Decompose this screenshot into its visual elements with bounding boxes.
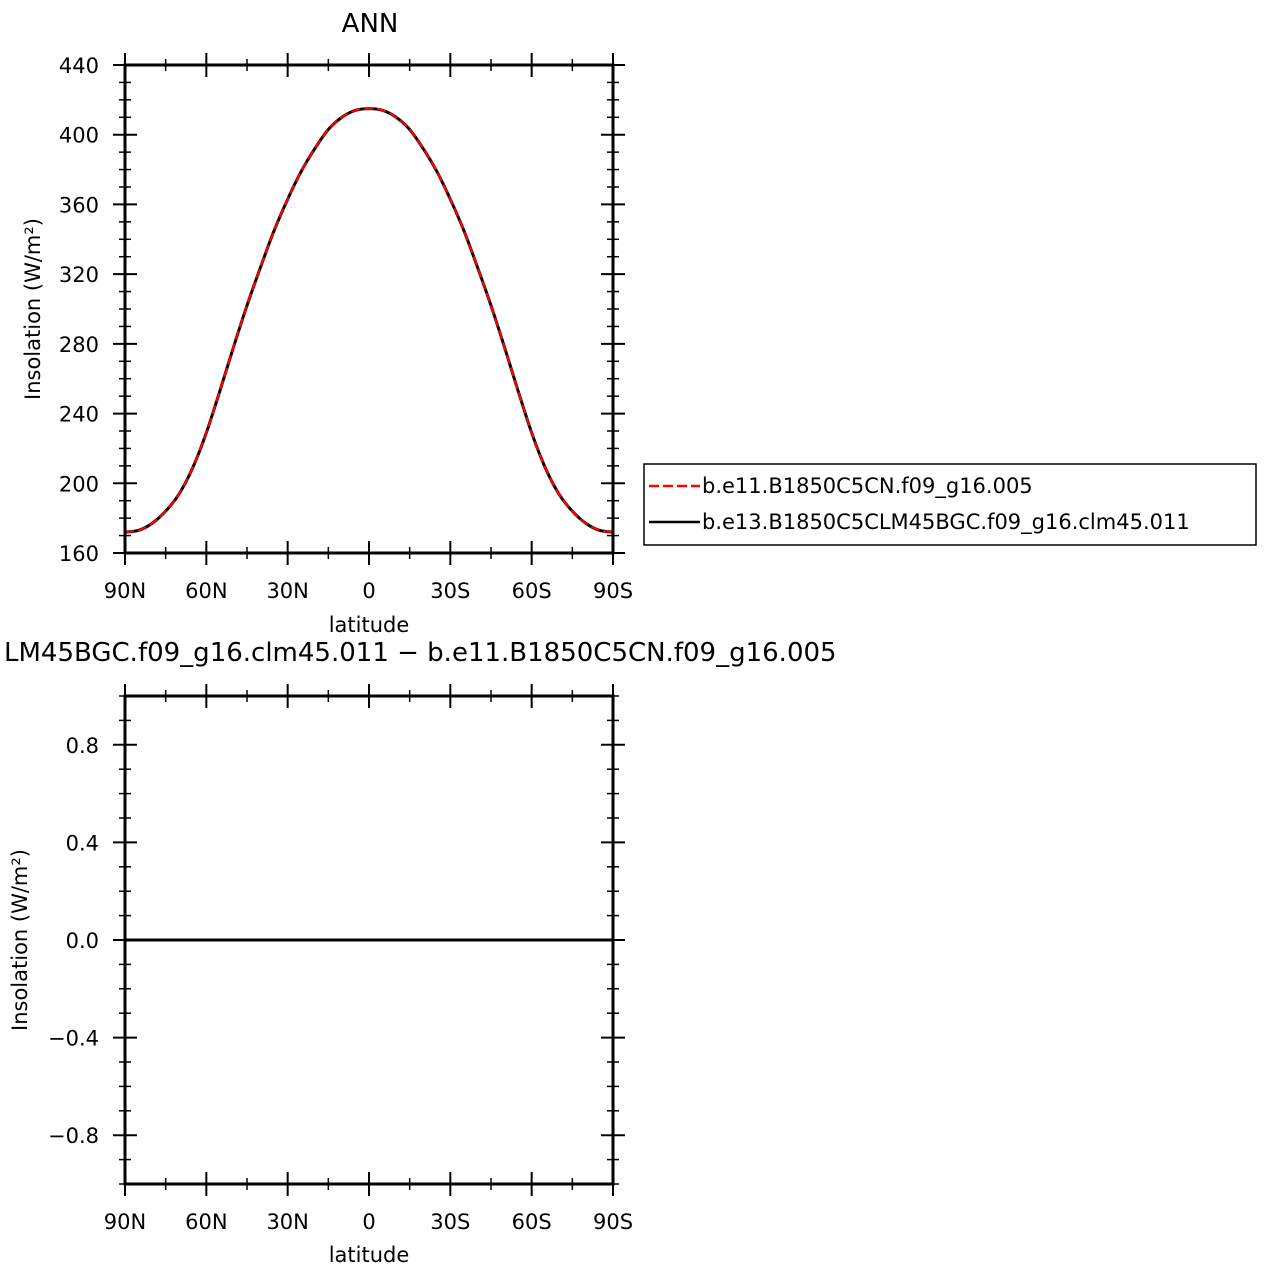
bottom-x-tick-label: 30N	[266, 1210, 308, 1234]
bottom-panel: LM45BGC.f09_g16.clm45.011 − b.e11.B1850C…	[4, 638, 837, 1267]
bottom-chart-title: LM45BGC.f09_g16.clm45.011 − b.e11.B1850C…	[4, 638, 837, 668]
bottom-x-tick-label: 0	[362, 1210, 375, 1234]
top-x-tick-label: 60S	[512, 579, 552, 603]
top-panel: ANN 90N 60N 30N 0 30S 60S 90S 160 200 240 280 320 36…	[21, 9, 1257, 637]
bottom-y-tick-label: 0.4	[66, 831, 99, 855]
top-series-line-1	[124, 107, 614, 534]
top-chart-title: ANN	[342, 9, 399, 39]
top-x-tick-label: 90S	[593, 579, 633, 603]
bottom-x-tick-label: 60N	[185, 1210, 227, 1234]
top-y-tick-label: 400	[59, 124, 99, 148]
top-y-tick-label: 360	[59, 193, 99, 217]
top-y-tick-label: 320	[59, 263, 99, 287]
top-y-tick-label: 200	[59, 472, 99, 496]
top-axis-ticks	[113, 53, 625, 565]
bottom-x-tick-label: 90S	[593, 1210, 633, 1234]
bottom-x-tick-label: 60S	[512, 1210, 552, 1234]
legend-label-series-2: b.e13.B1850C5CLM45BGC.f09_g16.clm45.011	[702, 510, 1190, 535]
top-y-tick-label: 240	[59, 403, 99, 427]
top-y-tick-label: 280	[59, 333, 99, 357]
legend-label-series-1: b.e11.B1850C5CN.f09_g16.005	[702, 474, 1033, 499]
top-x-tick-label: 60N	[185, 579, 227, 603]
top-series-group	[124, 107, 614, 534]
bottom-y-tick-label: −0.8	[48, 1124, 99, 1148]
bottom-plot-frame	[123, 694, 615, 1186]
bottom-x-tick-label: 30S	[430, 1210, 470, 1234]
top-x-tick-label: 30S	[430, 579, 470, 603]
top-y-axis-label: Insolation (W/m²)	[21, 218, 45, 400]
bottom-y-tick-label: −0.4	[48, 1027, 99, 1051]
top-plot-frame	[123, 63, 615, 555]
bottom-x-tick-label: 90N	[104, 1210, 146, 1234]
legend-frame	[643, 463, 1257, 546]
top-x-tick-label: 30N	[266, 579, 308, 603]
top-x-axis-label: latitude	[329, 613, 410, 637]
legend: b.e11.B1850C5CN.f09_g16.005 b.e13.B1850C…	[643, 463, 1257, 546]
top-series-line-2	[124, 107, 614, 534]
bottom-x-axis-label: latitude	[329, 1243, 410, 1267]
bottom-y-tick-label: 0.8	[66, 734, 99, 758]
top-x-tick-label: 90N	[104, 579, 146, 603]
top-tick-labels: 90N 60N 30N 0 30S 60S 90S 160 200 240 280 320 360 400…	[59, 54, 633, 603]
bottom-tick-labels: 90N 60N 30N 0 30S 60S 90S −0.8 −0.4 0.0 0.4 0.8	[48, 734, 633, 1234]
top-y-tick-label: 160	[59, 542, 99, 566]
top-x-tick-label: 0	[362, 579, 375, 603]
top-y-tick-label: 440	[59, 54, 99, 78]
bottom-y-axis-label: Insolation (W/m²)	[8, 849, 32, 1031]
bottom-y-tick-label: 0.0	[66, 929, 99, 953]
